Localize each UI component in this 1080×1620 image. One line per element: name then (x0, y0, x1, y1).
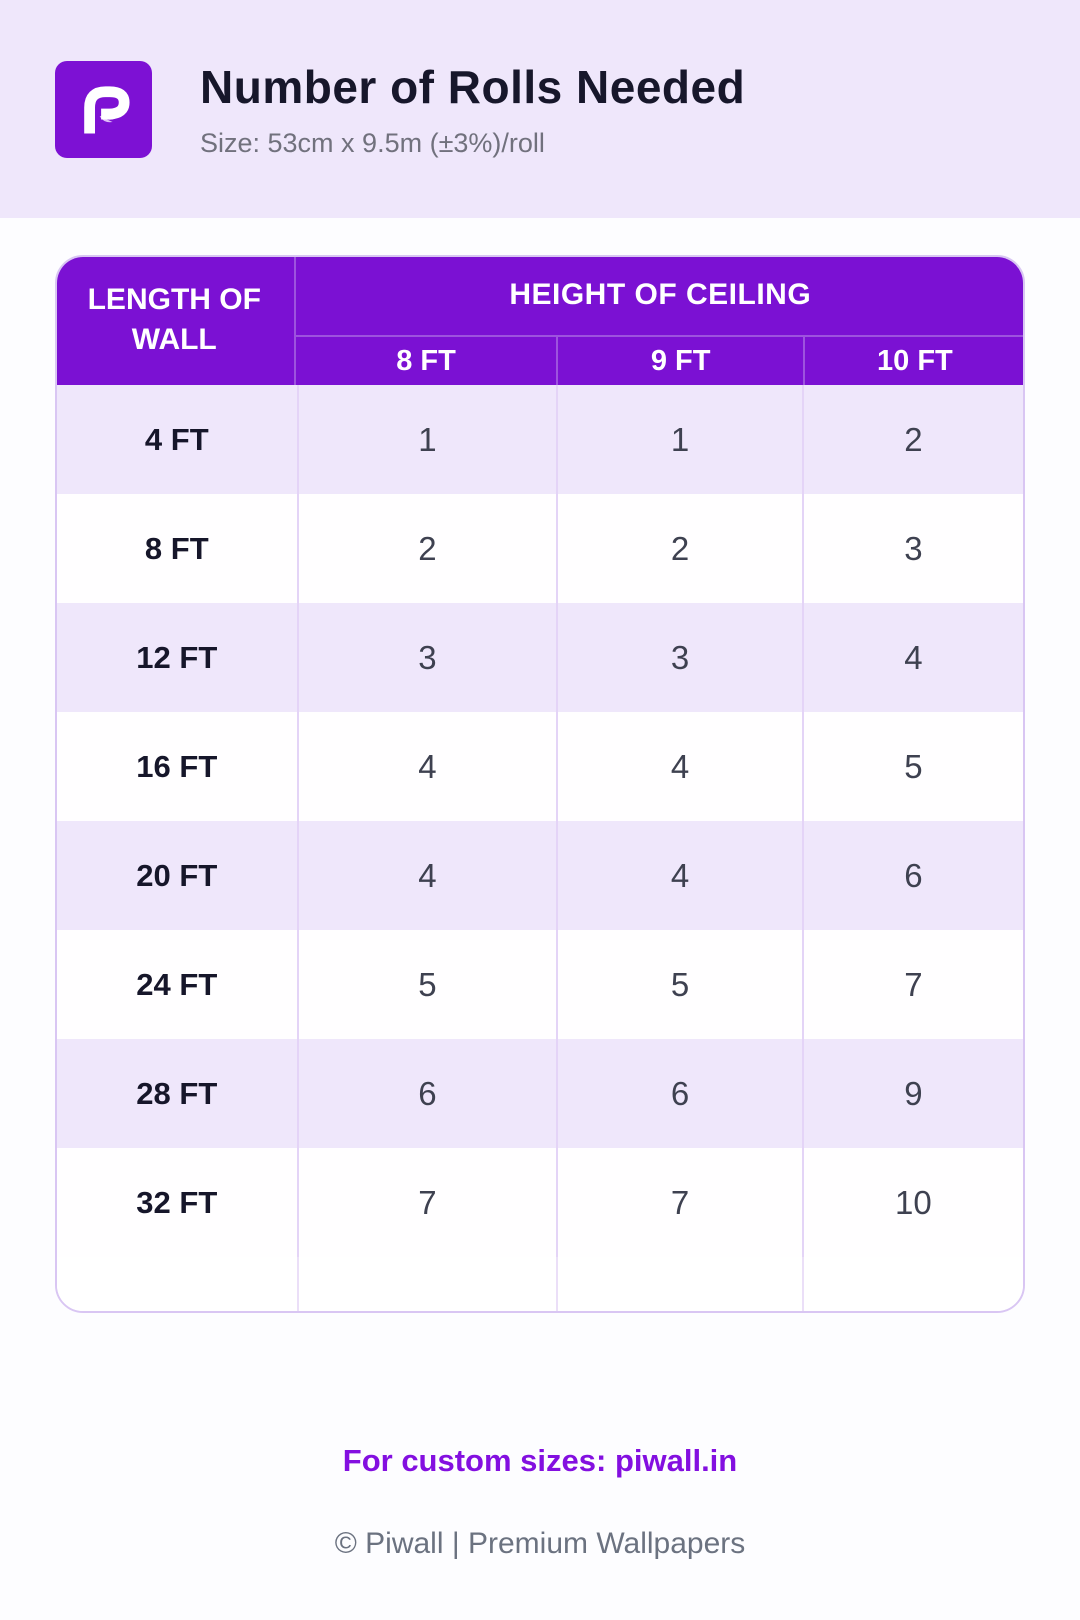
title-block: Number of Rolls Needed Size: 53cm x 9.5m… (200, 60, 745, 159)
column-header-10ft: 10 FT (802, 337, 1023, 385)
row-label: 24 FT (136, 966, 218, 1002)
table-header: LENGTH OF WALL HEIGHT OF CEILING 8 FT 9 … (57, 257, 1023, 385)
table-row: 24 FT 5 5 7 (57, 930, 1023, 1039)
row-label: 4 FT (144, 421, 209, 457)
row-label: 16 FT (136, 748, 218, 784)
cell-value: 4 (556, 821, 801, 930)
cell-value: 10 (801, 1148, 1023, 1257)
column-header-9ft: 9 FT (556, 337, 802, 385)
copyright-line: © Piwall | Premium Wallpapers (334, 1527, 746, 1560)
custom-sizes-cta: For custom sizes: piwall.in (342, 1443, 738, 1478)
cell-value: 3 (801, 494, 1023, 603)
cell-value: 1 (556, 385, 801, 494)
cell-value: 4 (801, 603, 1023, 712)
cell-value: 6 (556, 1039, 801, 1148)
table-row: 28 FT 6 6 9 (57, 1039, 1023, 1148)
cell-value: 1 (296, 385, 557, 494)
table-footer-spacer (57, 1257, 1023, 1311)
cell-value: 7 (801, 930, 1023, 1039)
row-label: 20 FT (136, 857, 218, 893)
table-row: 20 FT 4 4 6 (57, 821, 1023, 930)
column-header-8ft: 8 FT (396, 344, 456, 377)
cell-value: 5 (296, 930, 557, 1039)
row-group-header: LENGTH OF WALL (57, 257, 296, 385)
cell-value: 7 (296, 1148, 557, 1257)
row-label: 8 FT (144, 530, 209, 566)
rolls-table: LENGTH OF WALL HEIGHT OF CEILING 8 FT 9 … (55, 255, 1025, 1313)
row-label: 32 FT (136, 1184, 218, 1220)
cell-value: 5 (556, 930, 801, 1039)
cell-value: 9 (801, 1039, 1023, 1148)
table-row: 8 FT 2 2 3 (57, 494, 1023, 603)
cell-value: 4 (296, 712, 557, 821)
table-row: 16 FT 4 4 5 (57, 712, 1023, 821)
page-title: Number of Rolls Needed (200, 60, 746, 113)
cell-value: 2 (556, 494, 801, 603)
header-banner: Number of Rolls Needed Size: 53cm x 9.5m… (0, 0, 1080, 218)
p-glyph-icon (83, 86, 130, 134)
cell-value: 2 (801, 385, 1023, 494)
table-row: 4 FT 1 1 2 (57, 385, 1023, 494)
table-row: 32 FT 7 7 10 (57, 1148, 1023, 1257)
cell-value: 6 (296, 1039, 557, 1148)
piwall-logo-icon (55, 60, 152, 158)
cell-value: 5 (801, 712, 1023, 821)
column-group-header: HEIGHT OF CEILING (295, 257, 1023, 337)
table-row: 12 FT 3 3 4 (57, 603, 1023, 712)
cell-value: 6 (801, 821, 1023, 930)
cell-value: 7 (556, 1148, 801, 1257)
row-label: 28 FT (136, 1075, 218, 1111)
cell-value: 3 (556, 603, 801, 712)
cell-value: 2 (296, 494, 557, 603)
cell-value: 4 (556, 712, 801, 821)
cell-value: 3 (296, 603, 557, 712)
page-subtitle: Size: 53cm x 9.5m (±3%)/roll (200, 127, 545, 158)
row-label: 12 FT (136, 639, 218, 675)
cell-value: 4 (296, 821, 557, 930)
